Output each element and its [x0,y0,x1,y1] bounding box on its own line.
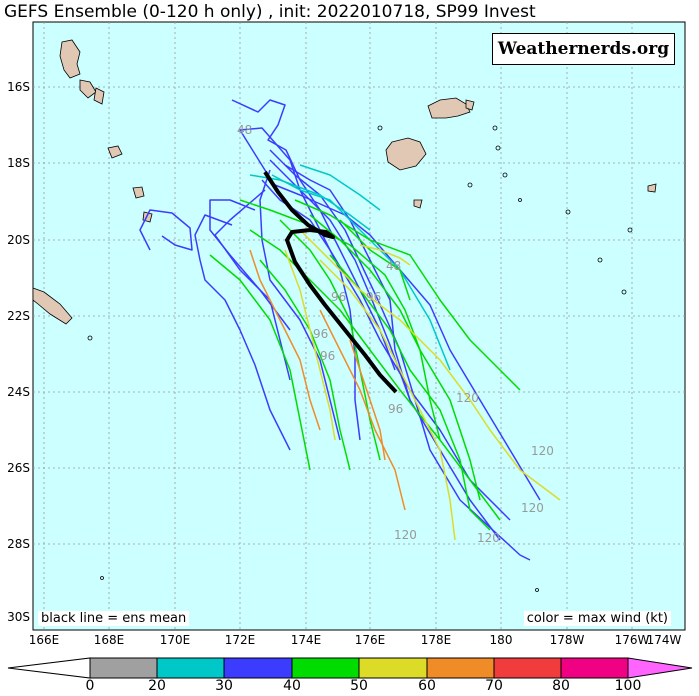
hour-label: 96 [331,290,346,304]
lon-label: 180 [489,633,513,647]
lon-label: 176W [614,633,650,647]
lat-label: 26S [7,461,30,475]
hour-label: 120 [585,409,608,423]
colorbar [7,657,693,679]
lat-label: 18S [7,156,30,170]
ocean-area [32,21,686,631]
fiji-small-island [413,199,423,209]
colorbar-segment [560,657,629,679]
ensemble-tracks [139,99,561,561]
fiji-small-island [465,99,475,111]
colorbar-segment [89,657,158,679]
colorbar-tick: 30 [215,678,233,694]
lon-label: 174W [646,633,682,647]
vanuatu-island [132,186,145,199]
lon-label: 178W [549,633,585,647]
hour-label: 96 [388,402,403,416]
lon-label: 168E [93,633,125,647]
brand-watermark: Weathernerds.org [492,33,675,65]
lon-label: 170E [159,633,191,647]
new-caledonia [32,287,73,325]
colorbar-tick: 80 [552,678,570,694]
colorbar-tick: 70 [485,678,503,694]
lat-label: 16S [7,80,30,94]
hour-label: 120 [477,531,500,545]
hour-label: 48 [237,123,252,137]
colorbar-segment [156,657,225,679]
colorbar-low-arrow [7,657,91,679]
lat-label: 24S [7,385,30,399]
colorbar-segment [493,657,562,679]
colorbar-tick: 100 [614,678,642,694]
fiji-viti-levu [385,137,427,171]
ensemble-mean-track [263,170,398,394]
lon-label: 174E [290,633,322,647]
lon-label: 166E [28,633,60,647]
colorbar-tick: 50 [350,678,368,694]
colorbar-tick: 20 [148,678,166,694]
lon-label: 172E [224,633,256,647]
colorbar-segment [223,657,293,679]
hour-label: 120 [531,444,554,458]
lat-label: 28S [7,537,30,551]
lat-label: 20S [7,233,30,247]
colorbar-tick: 60 [418,678,436,694]
fiji-small-island [647,183,657,193]
colorbar-tick: 0 [85,678,95,694]
small-islets [87,125,633,592]
hour-label: 96 [313,327,328,341]
vanuatu-island [107,145,123,159]
colorbar-segment [426,657,495,679]
vanuatu-island [93,87,105,105]
vanuatu-north-island [59,39,81,79]
fiji-vanua-levu [427,97,471,119]
hour-label: 96 [320,349,335,363]
hour-label: 120 [394,528,417,542]
chart-title: GEFS Ensemble (0-120 h only) , init: 202… [4,2,536,22]
hour-label: 96 [366,290,381,304]
colorbar-segment [358,657,428,679]
lon-label: 178E [420,633,452,647]
lon-label: 176E [354,633,386,647]
lat-label: 30S [7,610,30,624]
colorbar-segment [291,657,360,679]
hour-label: 120 [456,391,479,405]
hour-label: 120 [521,501,544,515]
lat-label: 22S [7,309,30,323]
mean-note: black line = ens mean [38,611,190,626]
landmasses [32,39,657,325]
colorbar-tick: 40 [283,678,301,694]
vanuatu-island [79,79,97,99]
color-note: color = max wind (kt) [523,611,671,626]
colorbar-high-arrow [627,657,693,679]
hour-label: 48 [386,259,401,273]
